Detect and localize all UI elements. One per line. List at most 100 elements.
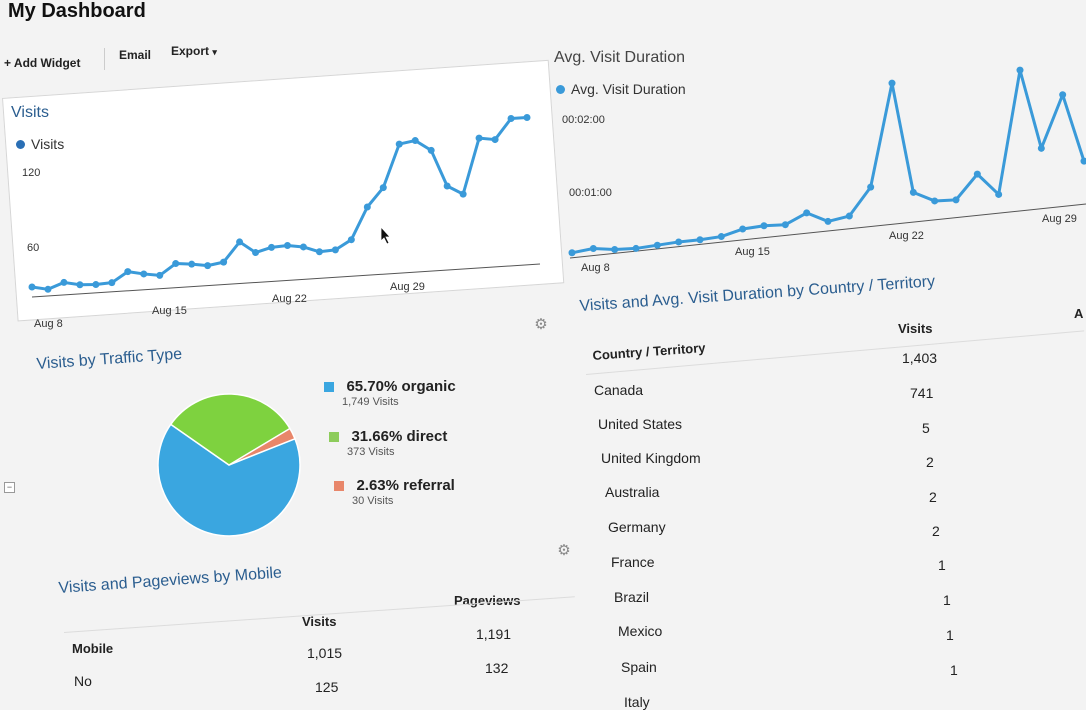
duration-title: Avg. Visit Duration — [554, 49, 686, 66]
duration-point-16[interactable] — [909, 188, 917, 196]
y-tick-1min: 00:01:00 — [569, 187, 612, 199]
visits-legend-label: Visits — [31, 136, 65, 152]
duration-point-3[interactable] — [632, 244, 640, 252]
visits-legend: Visits — [16, 136, 64, 152]
visits-baseline — [31, 263, 541, 298]
duration-point-18[interactable] — [952, 196, 960, 204]
export-label: Export — [171, 44, 210, 58]
duration-point-2[interactable] — [611, 246, 619, 254]
visits-point-28[interactable] — [475, 134, 483, 142]
visits-point-24[interactable] — [411, 137, 419, 145]
gear-icon[interactable]: ⚙ — [557, 542, 571, 559]
col-country-visits: Visits — [898, 321, 933, 336]
country-visits: 1 — [946, 627, 954, 643]
duration-point-14[interactable] — [867, 183, 875, 191]
duration-point-22[interactable] — [1037, 144, 1045, 152]
swatch-referral — [334, 480, 344, 491]
visits-point-2[interactable] — [60, 278, 68, 286]
toolbar-divider — [104, 48, 105, 70]
add-widget-button[interactable]: + Add Widget — [4, 56, 81, 70]
duration-point-10[interactable] — [781, 221, 789, 229]
collapse-icon[interactable]: − — [4, 482, 15, 493]
visits-point-9[interactable] — [172, 260, 180, 268]
visits-point-26[interactable] — [443, 182, 451, 190]
visits-point-6[interactable] — [124, 268, 132, 276]
gear-icon[interactable]: ⚙ — [534, 316, 548, 333]
visits-point-1[interactable] — [44, 285, 52, 293]
pie-slice-organic[interactable] — [157, 423, 301, 537]
visits-point-10[interactable] — [188, 260, 196, 268]
country-row-total-visits: 1,403 — [902, 350, 938, 366]
duration-point-19[interactable] — [973, 170, 981, 178]
duration-point-1[interactable] — [589, 244, 597, 252]
country-visits: 5 — [922, 420, 930, 436]
visits-point-21[interactable] — [363, 203, 371, 211]
country-name: Australia — [605, 484, 660, 500]
duration-point-6[interactable] — [696, 236, 704, 244]
visits-point-23[interactable] — [395, 140, 403, 148]
x-tick-aug22: Aug 22 — [889, 230, 924, 242]
duration-point-24[interactable] — [1080, 157, 1086, 165]
duration-point-15[interactable] — [888, 79, 896, 87]
duration-legend-label: Avg. Visit Duration — [571, 81, 686, 97]
duration-point-5[interactable] — [675, 238, 683, 246]
country-name: Germany — [608, 519, 666, 535]
duration-point-13[interactable] — [845, 212, 853, 220]
country-name: United Kingdom — [601, 450, 701, 466]
duration-point-7[interactable] — [717, 233, 725, 241]
country-visits: 2 — [932, 523, 940, 539]
country-name: France — [611, 554, 655, 570]
organic-visits: 1,749 Visits — [342, 396, 399, 408]
chevron-down-icon: ▾ — [212, 47, 217, 57]
visits-point-5[interactable] — [108, 279, 116, 287]
visits-point-30[interactable] — [507, 115, 515, 123]
country-name: United States — [598, 416, 683, 432]
y-tick-2min: 00:02:00 — [562, 114, 605, 126]
visits-point-27[interactable] — [459, 190, 467, 198]
email-button[interactable]: Email — [119, 48, 152, 62]
visits-point-0[interactable] — [28, 283, 36, 291]
mobile-row1-visits: 1,015 — [307, 645, 343, 661]
duration-point-9[interactable] — [760, 222, 768, 230]
duration-point-23[interactable] — [1059, 91, 1067, 99]
duration-point-4[interactable] — [653, 241, 661, 249]
direct-pct: 31.66% direct — [351, 428, 448, 445]
country-visits: 1 — [950, 662, 958, 678]
duration-point-21[interactable] — [1016, 66, 1024, 74]
visits-point-18[interactable] — [315, 248, 323, 256]
duration-point-0[interactable] — [568, 249, 576, 257]
visits-point-22[interactable] — [379, 184, 387, 192]
duration-point-12[interactable] — [824, 217, 832, 225]
legend-dot-icon — [16, 139, 25, 149]
visits-point-25[interactable] — [427, 146, 435, 154]
visits-point-11[interactable] — [204, 262, 212, 270]
duration-point-17[interactable] — [931, 197, 939, 205]
visits-point-3[interactable] — [76, 281, 84, 289]
country-visits: 2 — [929, 489, 937, 505]
mobile-row2-visits: 125 — [315, 679, 339, 695]
country-name: Mexico — [618, 623, 663, 639]
visits-point-4[interactable] — [92, 281, 100, 289]
col-country-avg: A — [1074, 306, 1084, 321]
visits-point-14[interactable] — [252, 249, 260, 257]
cursor-icon — [380, 225, 391, 245]
visits-point-29[interactable] — [491, 136, 499, 144]
visits-point-31[interactable] — [523, 114, 531, 121]
duration-point-20[interactable] — [995, 190, 1003, 198]
visits-point-7[interactable] — [140, 270, 148, 278]
visits-point-8[interactable] — [156, 271, 164, 279]
export-button[interactable]: Export ▾ — [171, 44, 217, 58]
pie-slice-direct[interactable] — [169, 393, 291, 466]
duration-baseline — [569, 203, 1086, 259]
duration-point-11[interactable] — [803, 209, 811, 217]
visits-point-16[interactable] — [283, 241, 291, 249]
country-visits: 1 — [938, 557, 946, 573]
visits-point-13[interactable] — [236, 238, 244, 246]
visits-point-15[interactable] — [268, 243, 276, 251]
visits-point-20[interactable] — [347, 236, 355, 244]
visits-point-19[interactable] — [331, 246, 339, 254]
visits-point-12[interactable] — [220, 258, 228, 266]
visits-point-17[interactable] — [299, 243, 307, 251]
duration-point-8[interactable] — [739, 225, 747, 233]
